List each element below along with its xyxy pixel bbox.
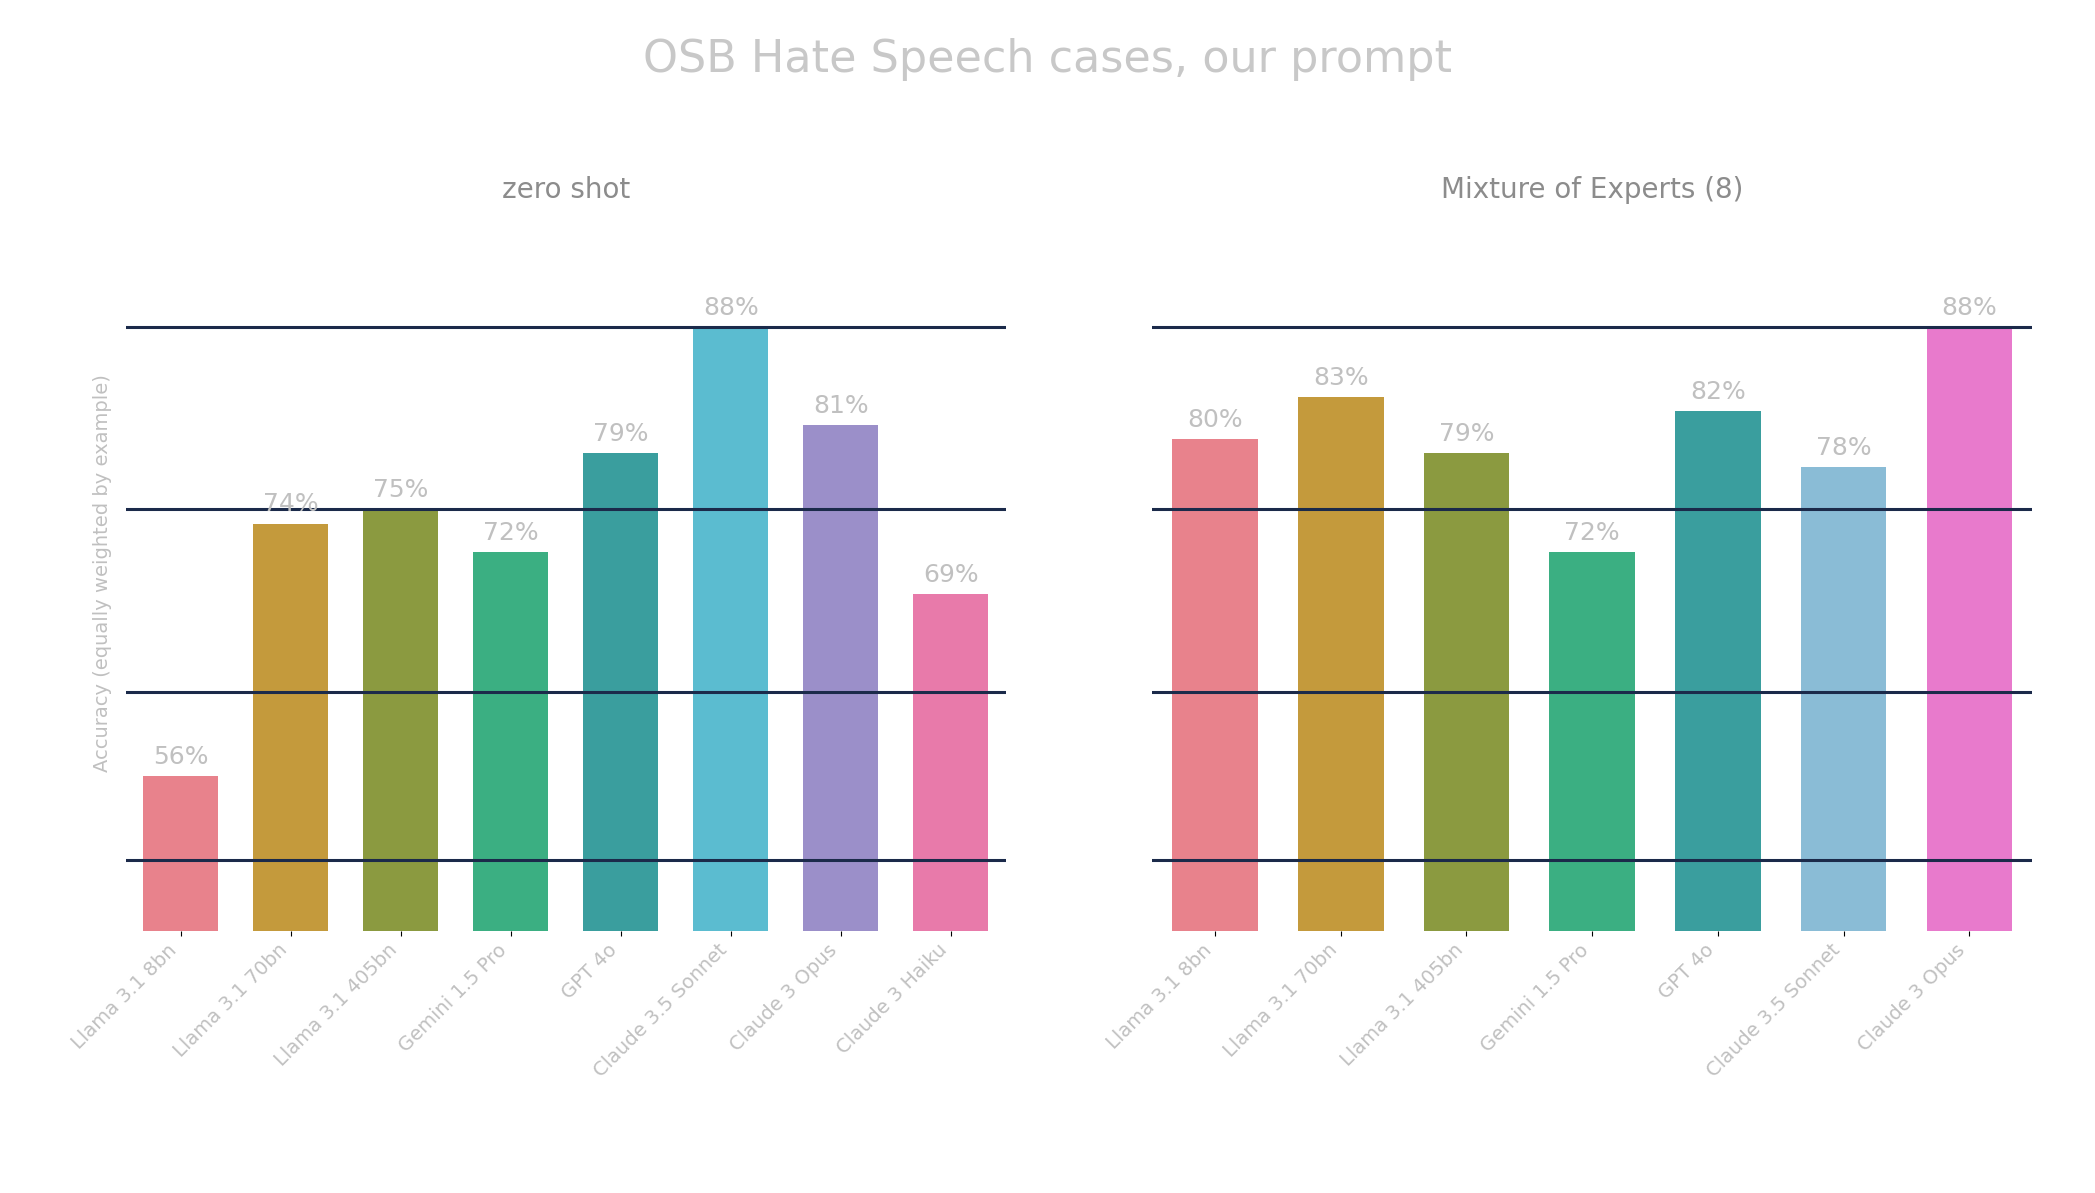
Bar <box>1676 412 1760 1193</box>
Y-axis label: Accuracy (equally weighted by example): Accuracy (equally weighted by example) <box>92 373 111 772</box>
Bar <box>1927 327 2011 1193</box>
Bar <box>1802 468 1886 1193</box>
Text: 88%: 88% <box>702 296 758 320</box>
Bar <box>693 327 769 1193</box>
Bar <box>142 777 218 1193</box>
Text: 75%: 75% <box>373 478 427 502</box>
Text: 88%: 88% <box>1942 296 1997 320</box>
Text: OSB Hate Speech cases, our prompt: OSB Hate Speech cases, our prompt <box>643 38 1452 81</box>
Text: 80%: 80% <box>1188 408 1242 432</box>
Bar <box>1550 551 1634 1193</box>
Bar <box>1425 453 1508 1193</box>
Text: 74%: 74% <box>262 493 318 517</box>
Bar <box>802 425 878 1193</box>
Text: 78%: 78% <box>1816 437 1871 460</box>
Bar <box>1299 397 1383 1193</box>
Title: Mixture of Experts (8): Mixture of Experts (8) <box>1441 177 1743 204</box>
Bar <box>362 509 438 1193</box>
Text: 56%: 56% <box>153 746 207 769</box>
Text: 83%: 83% <box>1314 366 1368 390</box>
Bar <box>582 453 658 1193</box>
Bar <box>913 594 989 1193</box>
Text: 72%: 72% <box>482 520 538 544</box>
Bar <box>1173 439 1257 1193</box>
Bar <box>253 524 329 1193</box>
Text: 79%: 79% <box>593 422 647 446</box>
Text: 69%: 69% <box>922 563 978 587</box>
Text: 72%: 72% <box>1565 520 1619 544</box>
Text: 79%: 79% <box>1439 422 1494 446</box>
Bar <box>473 551 549 1193</box>
Text: 81%: 81% <box>813 394 869 419</box>
Text: 82%: 82% <box>1691 381 1745 404</box>
Title: zero shot: zero shot <box>501 177 631 204</box>
